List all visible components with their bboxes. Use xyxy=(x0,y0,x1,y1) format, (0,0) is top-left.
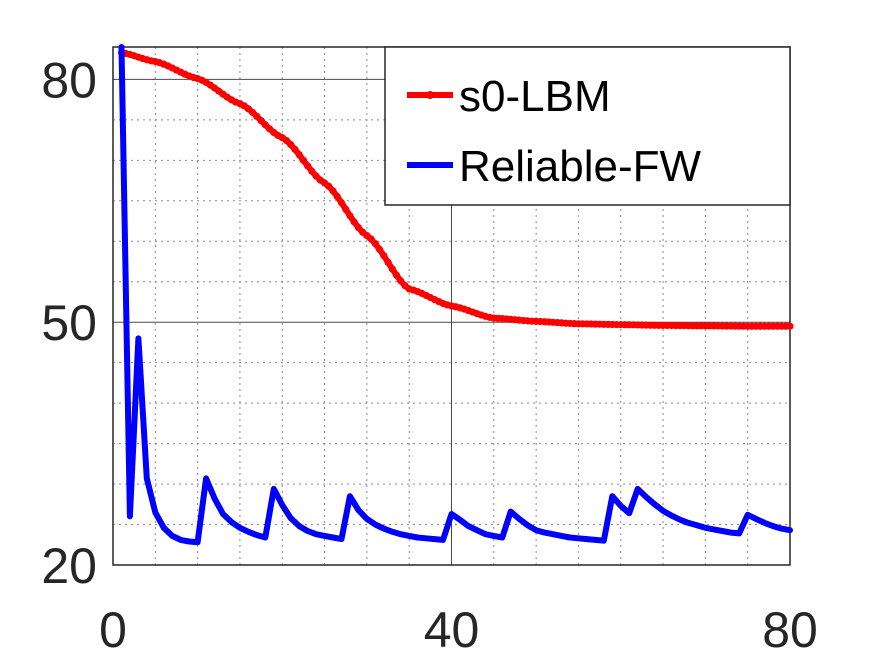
legend-box xyxy=(384,46,791,206)
series-marker-s0-lbm xyxy=(333,192,341,201)
tick-labels: 0 40 80 20 50 80 xyxy=(41,52,817,654)
legend-label-reliable-fw: Reliable-FW xyxy=(459,142,702,191)
series-marker-s0-lbm xyxy=(291,145,299,153)
series-marker-s0-lbm xyxy=(371,240,379,248)
x-tick-label: 80 xyxy=(762,602,818,654)
series-marker-s0-lbm xyxy=(354,223,363,232)
legend-marker-s0-lbm xyxy=(426,91,434,99)
series-layer xyxy=(117,44,794,546)
series-marker-s0-lbm xyxy=(346,212,354,220)
series-marker-s0-lbm xyxy=(384,258,392,266)
series-marker-s0-lbm xyxy=(337,199,346,207)
y-tick-label: 80 xyxy=(41,52,97,108)
series-marker-s0-lbm xyxy=(308,167,316,175)
series-marker-s0-lbm xyxy=(392,271,401,279)
series-marker-s0-lbm xyxy=(367,235,375,243)
series-marker-s0-lbm xyxy=(388,265,396,273)
legend-label-s0-lbm: s0-LBM xyxy=(459,72,611,121)
y-tick-label: 50 xyxy=(41,295,97,351)
series-marker-s0-lbm xyxy=(375,245,384,253)
series-marker-s0-lbm xyxy=(380,252,388,260)
series-marker-s0-lbm xyxy=(786,322,794,330)
series-marker-s0-lbm xyxy=(287,140,295,149)
legend: s0-LBM Reliable-FW xyxy=(384,46,791,206)
series-marker-s0-lbm xyxy=(295,151,303,159)
series-marker-s0-lbm xyxy=(299,156,308,164)
y-tick-label: 20 xyxy=(41,538,97,594)
series-marker-s0-lbm xyxy=(304,162,312,170)
x-tick-label: 0 xyxy=(99,602,127,654)
series-marker-s0-lbm xyxy=(397,277,405,285)
series-line-reliable-fw xyxy=(118,44,793,546)
x-tick-label: 40 xyxy=(424,602,480,654)
series-marker-s0-lbm xyxy=(325,182,333,190)
series-marker-s0-lbm xyxy=(350,218,358,226)
series-marker-s0-lbm xyxy=(342,205,350,213)
series-marker-s0-lbm xyxy=(329,187,337,195)
